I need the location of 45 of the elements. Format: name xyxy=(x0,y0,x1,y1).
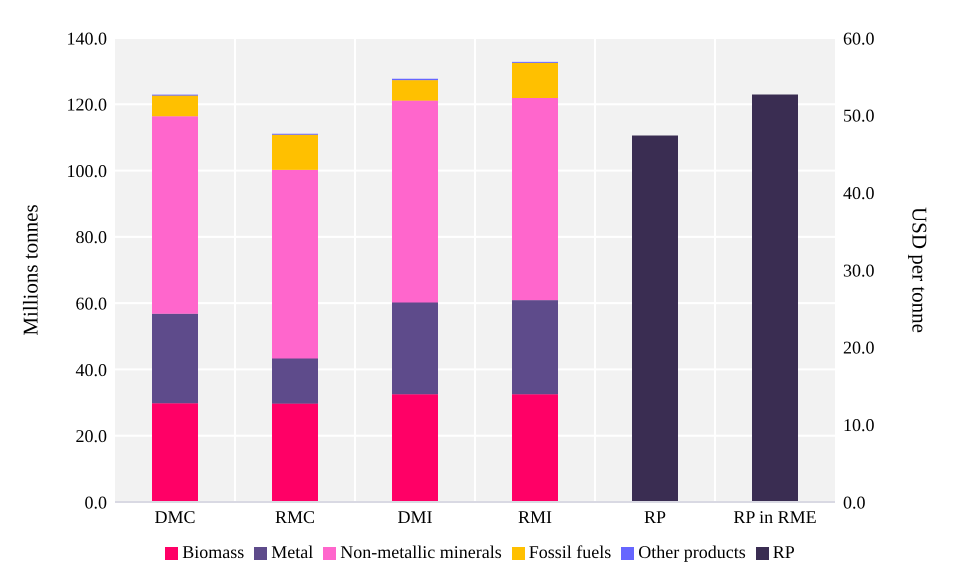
bar xyxy=(392,80,438,101)
legend-label: RP xyxy=(772,542,795,562)
bar xyxy=(272,134,318,170)
y2-tick-label: 10.0 xyxy=(843,415,874,436)
x-tick-label: RMI xyxy=(518,506,552,527)
bar xyxy=(512,300,558,394)
bar xyxy=(392,302,438,394)
bar xyxy=(392,394,438,502)
y-tick-label: 60.0 xyxy=(76,294,107,314)
x-tick-label: RMC xyxy=(274,506,316,527)
y-tick-label: 140.0 xyxy=(66,28,107,48)
y-tick-label: 80.0 xyxy=(76,227,107,248)
y-tick-label: 120.0 xyxy=(66,94,107,115)
y2-tick-label: 60.0 xyxy=(843,28,874,48)
y2-tick-label: 20.0 xyxy=(843,338,874,358)
y-tick-label: 20.0 xyxy=(76,426,107,446)
y-tick-label: 100.0 xyxy=(66,160,107,181)
bar xyxy=(152,403,198,502)
y2-tick-label: 40.0 xyxy=(843,183,874,204)
y2-tick-label: 50.0 xyxy=(843,106,874,126)
legend-label: Metal xyxy=(271,542,314,562)
y2-axis-title: USD per tonne xyxy=(908,207,932,333)
bar xyxy=(152,314,198,404)
x-tick-label: RP in RME xyxy=(733,506,817,527)
legend-label: Other products xyxy=(638,542,746,562)
x-tick-label: DMI xyxy=(398,506,433,527)
bar xyxy=(512,62,558,98)
y2-tick-label: 30.0 xyxy=(843,260,874,280)
bar xyxy=(512,98,558,300)
bar xyxy=(152,96,198,116)
x-tick-label: RP xyxy=(644,506,666,527)
y-tick-label: 0.0 xyxy=(84,492,107,512)
bar xyxy=(152,116,198,314)
bar xyxy=(272,404,318,502)
y-tick-label: 40.0 xyxy=(76,360,107,380)
y2-tick-label: 0.0 xyxy=(843,492,866,512)
bar xyxy=(392,100,438,302)
bar xyxy=(512,394,558,502)
bar xyxy=(272,358,318,404)
legend-label: Non-metallic minerals xyxy=(340,542,502,562)
x-tick-label: DMC xyxy=(154,506,196,527)
legend-label: Biomass xyxy=(182,542,244,562)
bar xyxy=(272,170,318,358)
y-axis-title: Millions tonnes xyxy=(18,204,42,336)
legend-label: Fossil fuels xyxy=(528,542,612,562)
